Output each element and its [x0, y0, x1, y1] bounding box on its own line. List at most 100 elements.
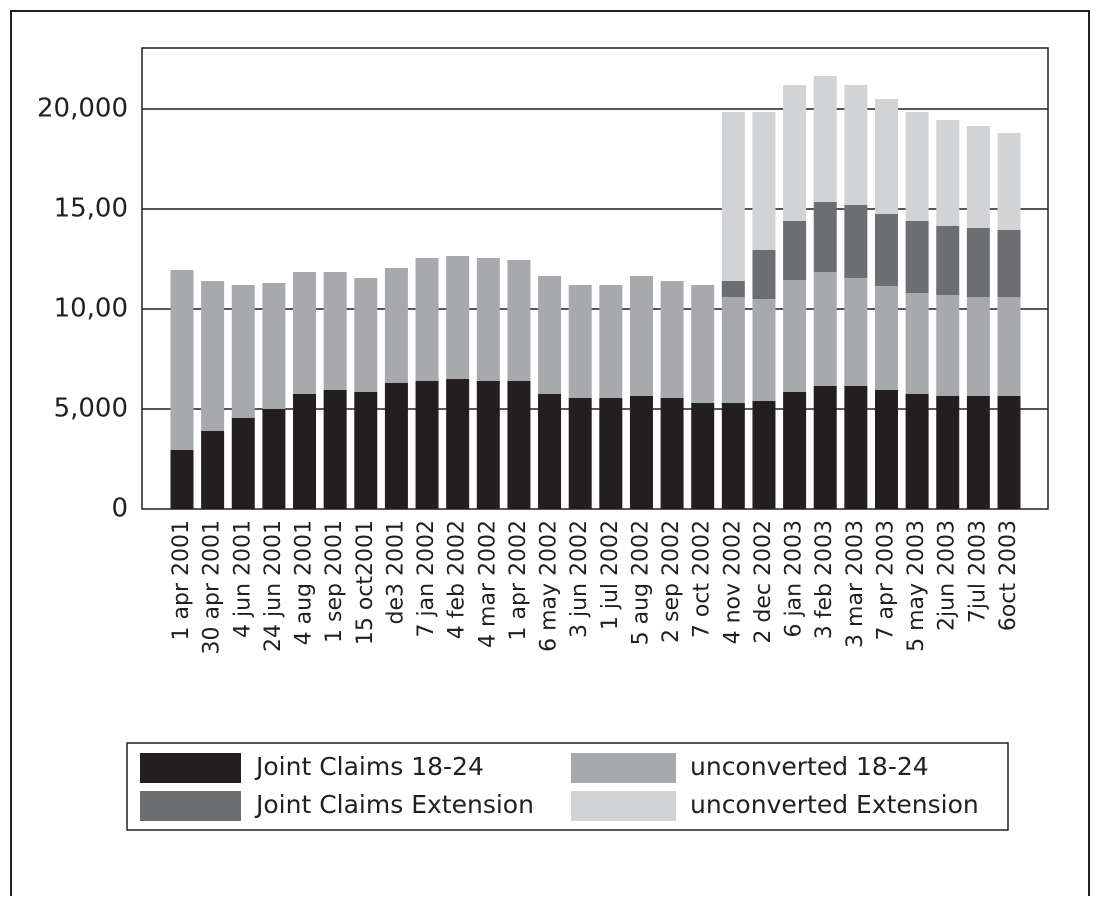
x-tick-label: 4 mar 2002: [475, 520, 500, 648]
bar-segment: [844, 278, 868, 386]
x-tick-label: 1 sep 2001: [322, 520, 347, 643]
x-tick-label: 3 feb 2003: [812, 520, 837, 639]
x-tick-label: 3 jun 2002: [567, 520, 592, 638]
x-tick-label: 7 jan 2002: [414, 520, 439, 638]
legend-swatch: [571, 791, 676, 821]
bar-segment: [813, 386, 837, 509]
bar-segment: [936, 226, 960, 295]
x-tick-label: 2 dec 2002: [751, 520, 776, 644]
bar-segment: [201, 431, 225, 509]
frame: [10, 10, 1090, 896]
bar-segment: [844, 205, 868, 278]
bar-segment: [323, 390, 347, 509]
bar-segment: [966, 228, 990, 297]
bar-segment: [170, 270, 194, 450]
bar-segment: [997, 133, 1021, 230]
bar-segment: [507, 260, 531, 381]
bar-segment: [844, 85, 868, 205]
bar-segment: [262, 409, 286, 509]
x-tick-label: 3 mar 2003: [843, 520, 868, 648]
bar-segment: [446, 379, 470, 509]
bar-segment: [231, 418, 255, 509]
x-tick-label: 24 jun 2001: [261, 520, 286, 652]
y-tick-label: 10,00: [54, 294, 128, 324]
bar-segment: [966, 396, 990, 509]
legend-label: Joint Claims Extension: [254, 790, 534, 819]
x-tick-label: 7 oct 2002: [690, 520, 715, 638]
bar-segment: [874, 286, 898, 390]
legend-label: Joint Claims 18-24: [254, 752, 484, 781]
x-tick-label: 5 may 2003: [904, 520, 929, 652]
legend-swatch: [140, 791, 241, 821]
bar-segment: [538, 276, 562, 394]
bar-segment: [599, 285, 623, 398]
x-tick-label: de3 2001: [383, 520, 408, 624]
bar-segment: [844, 386, 868, 509]
bar-segment: [323, 272, 347, 390]
bar-segment: [415, 258, 439, 381]
x-tick-label: 1 jul 2002: [598, 520, 623, 630]
bar-segment: [691, 285, 715, 403]
bar-segment: [783, 221, 807, 280]
bar-segment: [231, 285, 255, 418]
x-tick-label: 5 aug 2002: [628, 520, 653, 645]
bar-segment: [476, 258, 500, 381]
legend-label: unconverted Extension: [690, 790, 979, 819]
bar-segment: [966, 297, 990, 396]
bar-segment: [691, 403, 715, 509]
x-tick-label: 2 sep 2002: [659, 520, 684, 643]
bar-segment: [293, 394, 317, 509]
bar-segment: [997, 230, 1021, 297]
legend: [126, 742, 1009, 831]
legend-swatch: [571, 753, 676, 783]
bar-segment: [997, 396, 1021, 509]
bar-segment: [905, 293, 929, 394]
bar-segment: [874, 214, 898, 286]
x-tick-label: 4 feb 2002: [445, 520, 470, 639]
bar-segment: [660, 281, 684, 398]
bar-segment: [966, 126, 990, 228]
bar-segment: [752, 250, 776, 299]
bar-segment: [384, 268, 408, 383]
bar-segment: [476, 381, 500, 509]
y-tick-label: 5,000: [54, 394, 128, 424]
bar-segment: [783, 280, 807, 392]
bar-segment: [905, 394, 929, 509]
plot-area: [141, 47, 1049, 510]
x-tick-label: 6oct 2003: [996, 520, 1021, 631]
bar-segment: [354, 392, 378, 509]
bar-segment: [752, 299, 776, 401]
bar-segment: [997, 297, 1021, 396]
bar-segment: [170, 450, 194, 509]
y-tick-label: 20,000: [37, 94, 128, 124]
bar-segment: [783, 392, 807, 509]
x-tick-label: 4 aug 2001: [292, 520, 317, 645]
x-tick-label: 2jun 2003: [935, 520, 960, 631]
y-tick-label: 15,00: [54, 194, 128, 224]
bar-segment: [936, 396, 960, 509]
bar-segment: [415, 381, 439, 509]
bar-segment: [813, 76, 837, 202]
x-tick-label: 6 jan 2003: [782, 520, 807, 638]
x-tick-label: 6 may 2002: [537, 520, 562, 652]
bar-segment: [262, 283, 286, 409]
bar-segment: [874, 390, 898, 509]
legend-swatch: [140, 753, 241, 783]
legend-label: unconverted 18-24: [690, 752, 929, 781]
bar-segment: [874, 99, 898, 214]
bar-segment: [660, 398, 684, 509]
bar-segment: [384, 383, 408, 509]
bar-segment: [905, 112, 929, 221]
bar-segment: [568, 285, 592, 398]
bar-segment: [507, 381, 531, 509]
x-tick-label: 15 oct2001: [353, 520, 378, 645]
x-tick-label: 1 apr 2001: [169, 520, 194, 640]
bar-segment: [813, 202, 837, 272]
bar-segment: [752, 112, 776, 250]
bar-segment: [721, 281, 745, 297]
bar-segment: [813, 272, 837, 386]
x-tick-label: 1 apr 2002: [506, 520, 531, 640]
bar-segment: [752, 401, 776, 509]
x-tick-label: 7 apr 2003: [873, 520, 898, 640]
